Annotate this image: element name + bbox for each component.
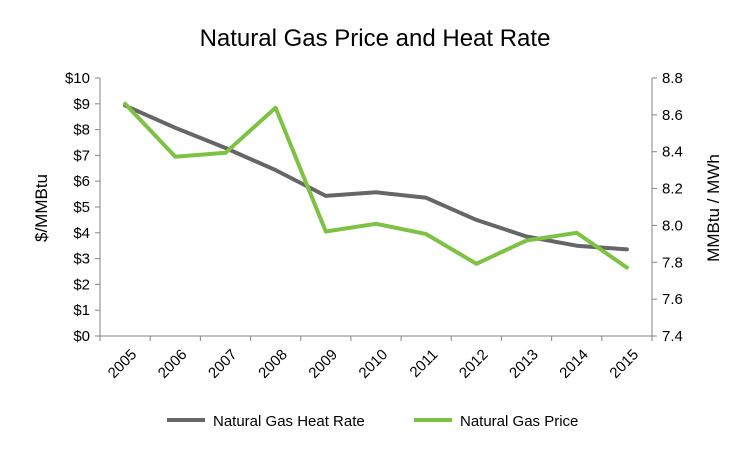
y-tick-label-left: $0 (73, 328, 90, 345)
y-tick-label-left: $9 (73, 96, 90, 113)
series-line-gas-price (123, 101, 629, 270)
y-tick-label-left: $10 (65, 70, 90, 87)
x-tick-label: 2015 (606, 346, 642, 382)
y-tick-label-right: 8.2 (662, 181, 683, 198)
x-tick-label: 2013 (506, 346, 542, 382)
y-tick-label-left: $2 (73, 276, 90, 293)
x-tick-label: 2005 (105, 346, 141, 382)
y-tick-label-right: 7.8 (662, 254, 683, 271)
x-tick-label: 2012 (456, 346, 492, 382)
series-group (123, 101, 629, 270)
x-tick-label: 2011 (407, 346, 442, 381)
series-line-heat-rate (123, 103, 629, 252)
x-tick-label: 2006 (155, 346, 191, 382)
y-tick-label-right: 8.6 (662, 107, 683, 124)
y-tick-label-left: $6 (73, 173, 90, 190)
y-tick-label-left: $5 (73, 199, 90, 216)
y-tick-label-left: $3 (73, 251, 90, 268)
x-tick-label: 2008 (255, 346, 291, 382)
x-tick-label: 2009 (305, 346, 341, 382)
y-tick-label-left: $1 (73, 302, 90, 319)
y-tick-label-left: $8 (73, 122, 90, 139)
x-tick-label: 2007 (205, 346, 241, 382)
y-axis-label-left: $/MMBtu (32, 174, 51, 242)
legend-label-gas-price: Natural Gas Price (460, 413, 578, 430)
y-tick-label-left: $7 (73, 147, 90, 164)
y-tick-label-right: 8.4 (662, 144, 683, 161)
y-tick-label-right: 8.0 (662, 217, 683, 234)
legend-label-heat-rate: Natural Gas Heat Rate (213, 413, 365, 430)
y-tick-label-right: 7.4 (662, 328, 683, 345)
x-tick-label: 2014 (556, 346, 592, 382)
chart-title: Natural Gas Price and Heat Rate (200, 25, 551, 52)
y-tick-label-left: $4 (73, 225, 90, 242)
y-tick-label-right: 7.6 (662, 291, 683, 308)
x-tick-label: 2010 (356, 346, 392, 382)
y-tick-label-right: 8.8 (662, 70, 683, 87)
y-axis-label-right: MMBtu / MWh (704, 154, 723, 262)
legend: Natural Gas Heat Rate Natural Gas Price (167, 413, 578, 430)
